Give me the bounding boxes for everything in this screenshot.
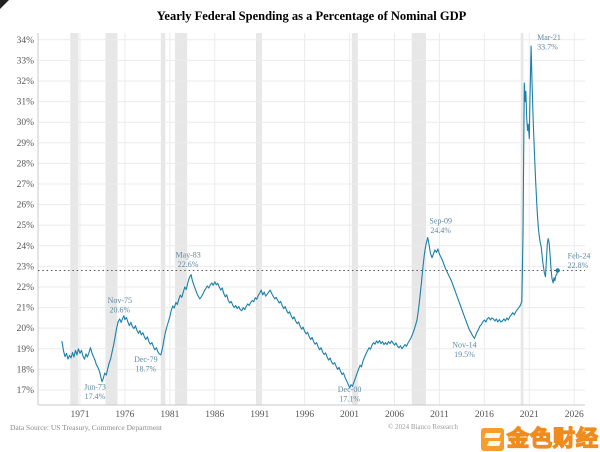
y-tick-label: 28% <box>17 159 35 169</box>
x-tick-label: 2001 <box>340 410 359 420</box>
y-tick-label: 29% <box>17 139 35 149</box>
x-tick-label: 2016 <box>475 410 494 420</box>
recession-band <box>160 33 166 405</box>
annotation-dec-00: Dec-00 17.1% <box>338 385 362 404</box>
recession-band <box>70 33 79 405</box>
y-tick-label: 27% <box>17 180 35 190</box>
annotation-nov-14: Nov-14 19.5% <box>452 340 476 359</box>
annotation-jun-73: Jun-73 17.4% <box>84 383 106 402</box>
recession-band <box>411 33 426 405</box>
x-tick-label: 1981 <box>160 410 179 420</box>
annotation-may-83: May-83 22.6% <box>175 251 200 270</box>
watermark-text: 金色财经 <box>506 427 599 452</box>
x-tick-label: 1996 <box>295 410 314 420</box>
x-tick-label: 1986 <box>205 410 224 420</box>
x-tick-label: 2026 <box>565 410 584 420</box>
y-tick-label: 17% <box>17 386 35 396</box>
annotation-mar-21: Mar-21 33.7% <box>537 33 561 52</box>
watermark: 金色财经 <box>480 427 599 452</box>
y-tick-label: 32% <box>17 77 35 87</box>
recession-band <box>351 33 358 405</box>
y-tick-label: 18% <box>17 365 35 375</box>
y-tick-label: 31% <box>17 98 35 108</box>
copyright-note: © 2024 Bianco Research <box>388 423 459 431</box>
y-tick-label: 24% <box>17 242 35 252</box>
x-tick-label: 1976 <box>115 410 134 420</box>
x-tick-label: 2021 <box>520 410 539 420</box>
corner-watermark-artifact <box>0 0 9 9</box>
recession-band <box>105 33 118 405</box>
recession-band <box>520 33 524 405</box>
y-tick-label: 23% <box>17 262 35 272</box>
spending-line <box>61 45 559 389</box>
recession-band <box>175 33 188 405</box>
y-tick-label: 34% <box>17 36 35 46</box>
recession-band <box>255 33 262 405</box>
y-tick-label: 19% <box>17 345 35 355</box>
annotation-dec-79: Dec-79 18.7% <box>134 355 158 374</box>
y-tick-label: 22% <box>17 283 35 293</box>
x-tick-label: 2006 <box>385 410 404 420</box>
watermark-logo-icon <box>480 428 504 451</box>
y-tick-label: 20% <box>17 324 35 334</box>
annotation-nov-75: Nov-75 20.6% <box>108 296 132 315</box>
y-tick-label: 26% <box>17 201 35 211</box>
annotation-sep-09: Sep-09 24.4% <box>429 217 452 236</box>
data-source-note: Data Source: US Treasury, Commerce Depar… <box>10 423 162 432</box>
y-tick-label: 33% <box>17 56 35 66</box>
annotation-feb-24: Feb-24 22.8% <box>568 251 591 270</box>
x-tick-label: 2011 <box>430 410 449 420</box>
y-tick-label: 25% <box>17 221 35 231</box>
x-tick-label: 1971 <box>70 410 89 420</box>
series-end-dot <box>555 268 560 273</box>
y-tick-label: 21% <box>17 304 35 314</box>
x-tick-label: 1991 <box>250 410 269 420</box>
chart-title: Yearly Federal Spending as a Percentage … <box>156 9 467 23</box>
y-tick-label: 30% <box>17 118 35 128</box>
